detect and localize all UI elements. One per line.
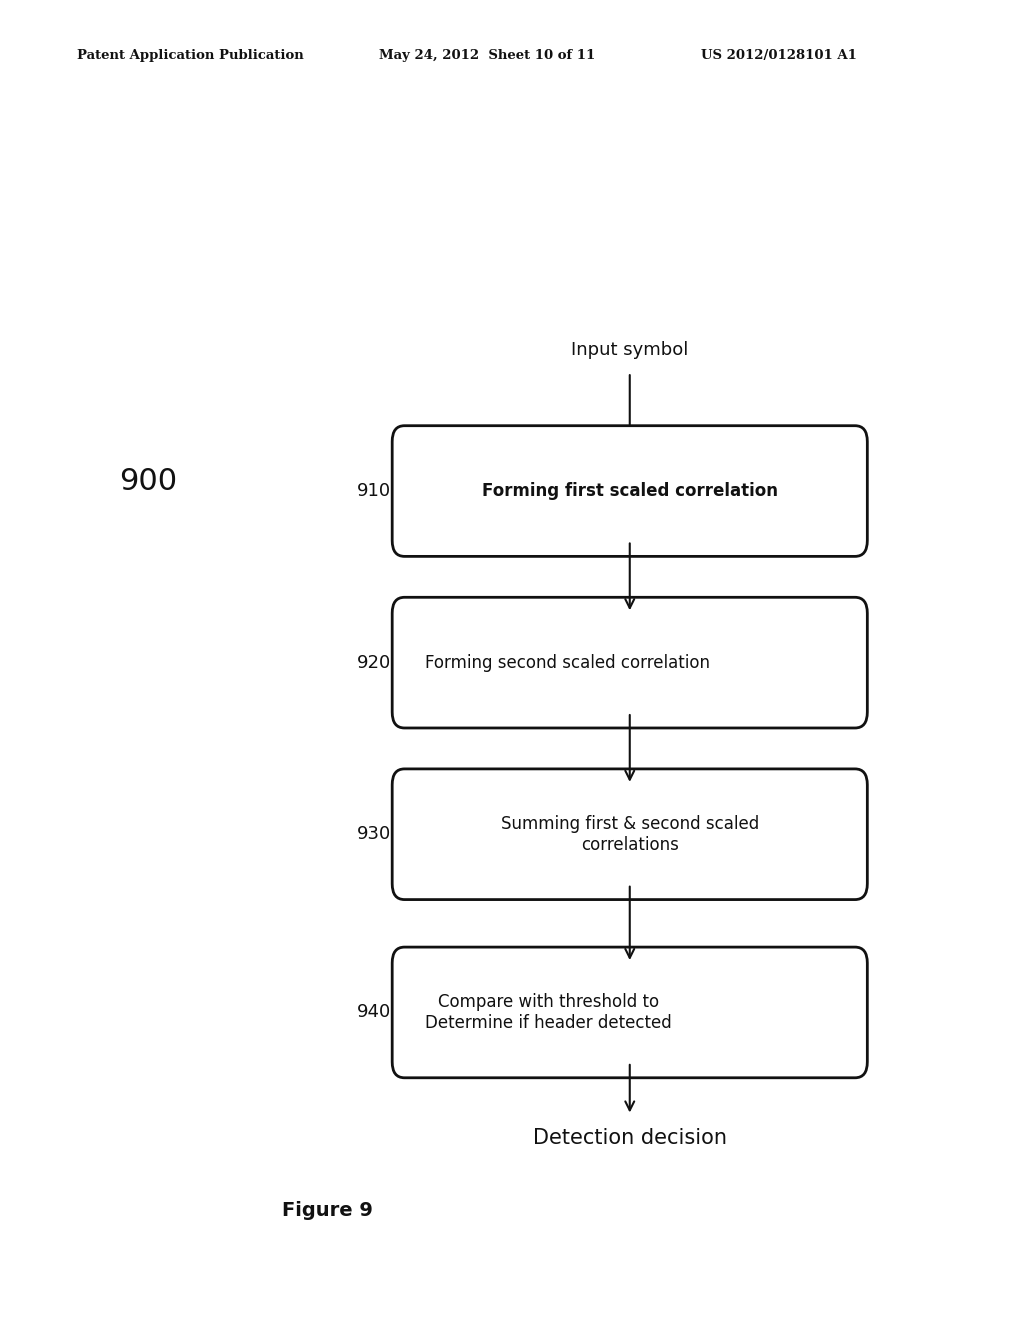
Text: 900: 900	[120, 467, 177, 496]
Text: Detection decision: Detection decision	[532, 1127, 727, 1148]
Text: Compare with threshold to
Determine if header detected: Compare with threshold to Determine if h…	[425, 993, 672, 1032]
Text: 940: 940	[356, 1003, 391, 1022]
FancyBboxPatch shape	[392, 425, 867, 557]
Text: May 24, 2012  Sheet 10 of 11: May 24, 2012 Sheet 10 of 11	[379, 49, 595, 62]
FancyBboxPatch shape	[392, 597, 867, 729]
Text: Forming second scaled correlation: Forming second scaled correlation	[425, 653, 710, 672]
Text: 910: 910	[356, 482, 391, 500]
Text: Summing first & second scaled
correlations: Summing first & second scaled correlatio…	[501, 814, 759, 854]
Text: Patent Application Publication: Patent Application Publication	[77, 49, 303, 62]
FancyBboxPatch shape	[392, 768, 867, 900]
Text: US 2012/0128101 A1: US 2012/0128101 A1	[701, 49, 857, 62]
Text: 930: 930	[356, 825, 391, 843]
FancyBboxPatch shape	[392, 948, 867, 1077]
Text: Figure 9: Figure 9	[283, 1201, 373, 1220]
Text: Input symbol: Input symbol	[571, 341, 688, 359]
Text: 920: 920	[356, 653, 391, 672]
Text: Forming first scaled correlation: Forming first scaled correlation	[481, 482, 778, 500]
